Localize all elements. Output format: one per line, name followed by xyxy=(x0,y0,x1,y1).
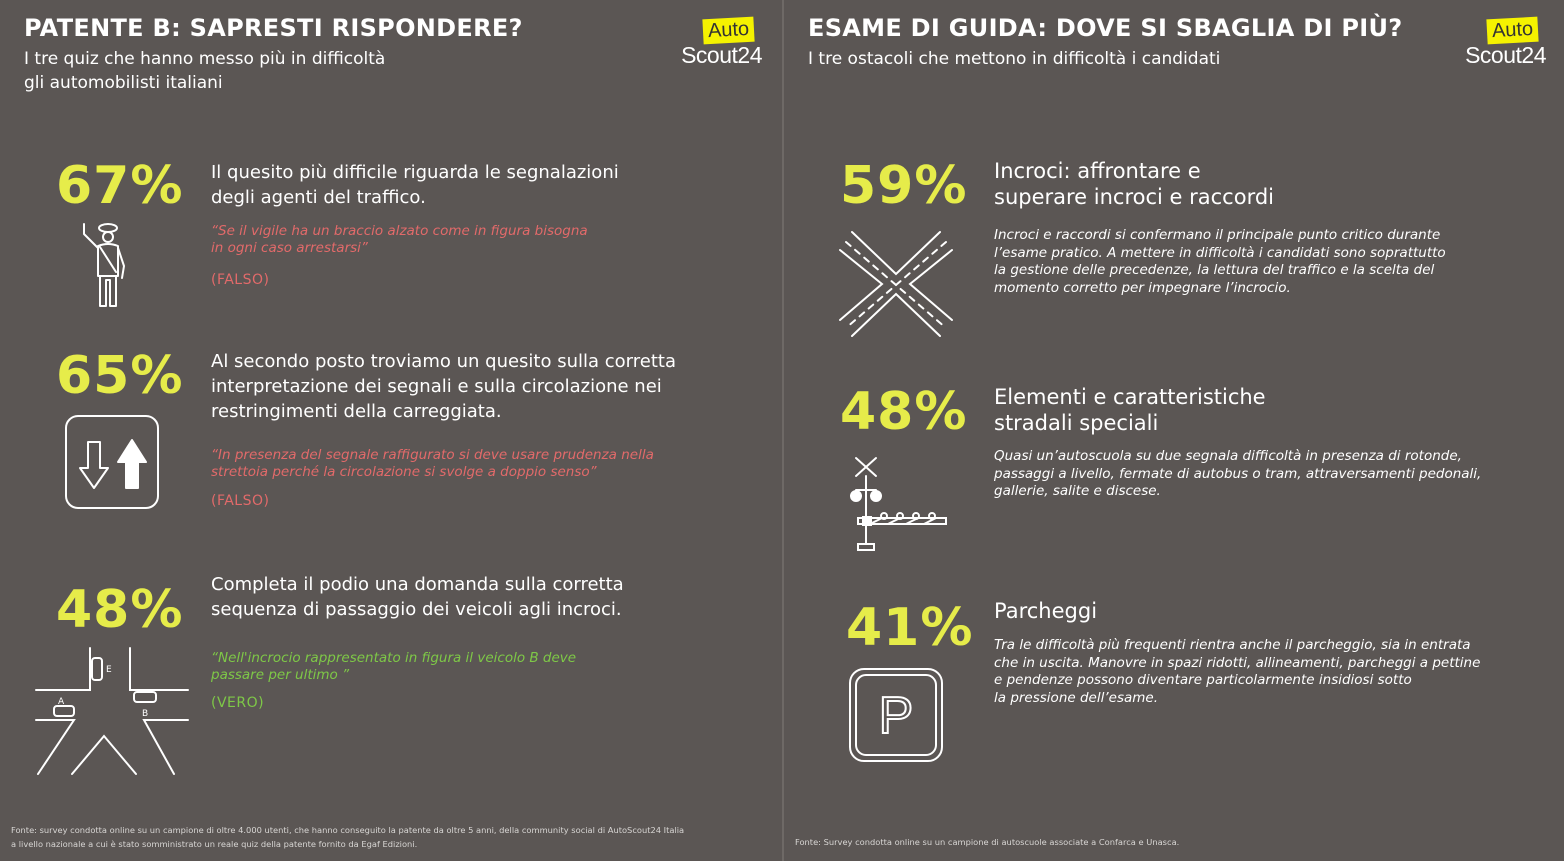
parking-letter: P xyxy=(879,687,914,745)
left-panel: PATENTE B: SAPRESTI RISPONDERE? I tre qu… xyxy=(11,14,771,851)
panel-divider xyxy=(782,0,784,861)
quiz-2-verdict: (FALSO) xyxy=(211,493,270,509)
stat-48-percent: 48% xyxy=(56,580,184,640)
left-footnote-line1: Fonte: survey condotta online su un camp… xyxy=(11,825,685,835)
exam-1-desc-line4: momento corretto per impegnare l’incroci… xyxy=(994,279,1291,296)
exam-2-lead: Elementi e caratteristiche stradali spec… xyxy=(994,384,1266,436)
diagram-label-b: B xyxy=(142,709,148,719)
exam-3-desc-line1: Tra le difficoltà più frequenti rientra … xyxy=(994,637,1471,653)
exam-1-lead: Incroci: affrontare e superare incroci e… xyxy=(994,158,1274,210)
exam-3-desc-line2: che in uscita. Manovre in spazi ridotti,… xyxy=(994,654,1481,671)
exam-2-desc-line2: passaggi a livello, fermate di autobus o… xyxy=(994,465,1482,482)
left-subtitle: I tre quiz che hanno messo più in diffic… xyxy=(24,47,385,95)
quiz-2-quote: “In presenza del segnale raffigurato si … xyxy=(211,447,654,481)
quiz-1-lead-line1: Il quesito più difficile riguarda le seg… xyxy=(211,162,619,183)
quiz-2-lead-line3: restringimenti della carreggiata. xyxy=(211,401,502,422)
quiz-1-quote-line2: in ogni caso arrestarsi” xyxy=(211,240,368,256)
left-title: PATENTE B: SAPRESTI RISPONDERE? xyxy=(24,14,523,42)
exam-1-desc-line3: la gestione delle precedenze, la lettura… xyxy=(994,262,1435,278)
quiz-3-lead-line1: Completa il podio una domanda sulla corr… xyxy=(211,574,624,595)
exam-1-lead-line2: superare incroci e raccordi xyxy=(994,185,1275,209)
right-panel: ESAME DI GUIDA: DOVE SI SBAGLIA DI PIÙ? … xyxy=(784,0,1564,861)
stat-65-percent: 65% xyxy=(56,346,184,406)
logo-scout-label: Scout24 xyxy=(681,42,762,68)
exam-2-desc-line3: gallerie, salite e discese. xyxy=(994,483,1161,499)
left-footnote-line2: a livello nazionale a cui è stato sommin… xyxy=(11,839,418,849)
quiz-3-quote-line1: “Nell'incrocio rappresentato in figura i… xyxy=(211,650,577,666)
logo-auto-label: Auto xyxy=(702,16,755,45)
quiz-3-quote: “Nell'incrocio rappresentato in figura i… xyxy=(211,650,576,684)
exam-1-description: Incroci e raccordi si confermano il prin… xyxy=(994,227,1554,297)
quiz-2-lead-line1: Al secondo posto troviamo un quesito sul… xyxy=(211,351,676,372)
exam-3-desc-line4: la pressione dell’esame. xyxy=(994,689,1158,706)
traffic-officer-icon xyxy=(83,223,125,307)
stat-59-percent: 59% xyxy=(840,156,968,216)
quiz-3-lead-line2: sequenza di passaggio dei veicoli agli i… xyxy=(211,599,622,620)
exam-2-description: Quasi un’autoscuola su due segnala diffi… xyxy=(994,448,1554,501)
two-way-traffic-sign-icon xyxy=(65,415,159,509)
quiz-1-verdict: (FALSO) xyxy=(211,272,270,288)
exam-3-description: Tra le difficoltà più frequenti rientra … xyxy=(994,637,1554,707)
parking-sign-icon: P xyxy=(849,668,943,762)
autoscout24-logo-right: Auto Scout24 xyxy=(1456,16,1546,78)
quiz-3-lead: Completa il podio una domanda sulla corr… xyxy=(211,572,731,622)
autoscout24-logo: Auto Scout24 xyxy=(672,16,762,78)
left-subtitle-line2: gli automobilisti italiani xyxy=(24,73,223,93)
quiz-3-quote-line2: passare per ultimo ” xyxy=(211,667,350,683)
logo-auto-label-right: Auto xyxy=(1486,16,1539,45)
quiz-3-verdict: (VERO) xyxy=(211,695,265,711)
crossroads-icon xyxy=(839,231,953,337)
intersection-diagram-icon: E A B xyxy=(35,647,189,775)
exam-1-desc-line1: Incroci e raccordi si confermano il prin… xyxy=(994,227,1441,243)
quiz-1-lead: Il quesito più difficile riguarda le seg… xyxy=(211,160,731,210)
diagram-label-e: E xyxy=(106,665,112,675)
exam-1-lead-line1: Incroci: affrontare e xyxy=(994,159,1201,183)
quiz-2-quote-line1: “In presenza del segnale raffigurato si … xyxy=(211,447,654,463)
left-footnote: Fonte: survey condotta online su un camp… xyxy=(11,823,771,851)
exam-2-lead-line2: stradali speciali xyxy=(994,411,1159,435)
exam-1-desc-line2: l’esame pratico. A mettere in difficoltà… xyxy=(994,244,1446,261)
exam-2-desc-line1: Quasi un’autoscuola su due segnala diffi… xyxy=(994,448,1462,464)
exam-2-lead-line1: Elementi e caratteristiche xyxy=(994,385,1266,409)
right-subtitle: I tre ostacoli che mettono in difficoltà… xyxy=(808,49,1221,69)
quiz-2-lead-line2: interpretazione dei segnali e sulla circ… xyxy=(211,376,662,397)
stat-48-percent-exam: 48% xyxy=(840,382,968,442)
level-crossing-icon xyxy=(850,457,947,551)
stat-41-percent: 41% xyxy=(846,598,974,658)
quiz-2-quote-line2: strettoia perché la circolazione si svol… xyxy=(211,464,597,480)
quiz-2-lead: Al secondo posto troviamo un quesito sul… xyxy=(211,349,751,424)
left-subtitle-line1: I tre quiz che hanno messo più in diffic… xyxy=(24,49,386,69)
stat-67-percent: 67% xyxy=(56,156,184,216)
right-title: ESAME DI GUIDA: DOVE SI SBAGLIA DI PIÙ? xyxy=(808,14,1403,42)
quiz-1-lead-line2: degli agenti del traffico. xyxy=(211,187,426,208)
quiz-1-quote-line1: “Se il vigile ha un braccio alzato come … xyxy=(211,223,588,239)
exam-3-lead: Parcheggi xyxy=(994,599,1098,623)
logo-scout-label-right: Scout24 xyxy=(1465,42,1546,68)
diagram-label-a: A xyxy=(58,697,65,707)
right-footnote: Fonte: Survey condotta online su un camp… xyxy=(795,837,1180,847)
exam-3-desc-line3: e pendenze possono diventare particolarm… xyxy=(994,672,1412,688)
quiz-1-quote: “Se il vigile ha un braccio alzato come … xyxy=(211,223,588,257)
